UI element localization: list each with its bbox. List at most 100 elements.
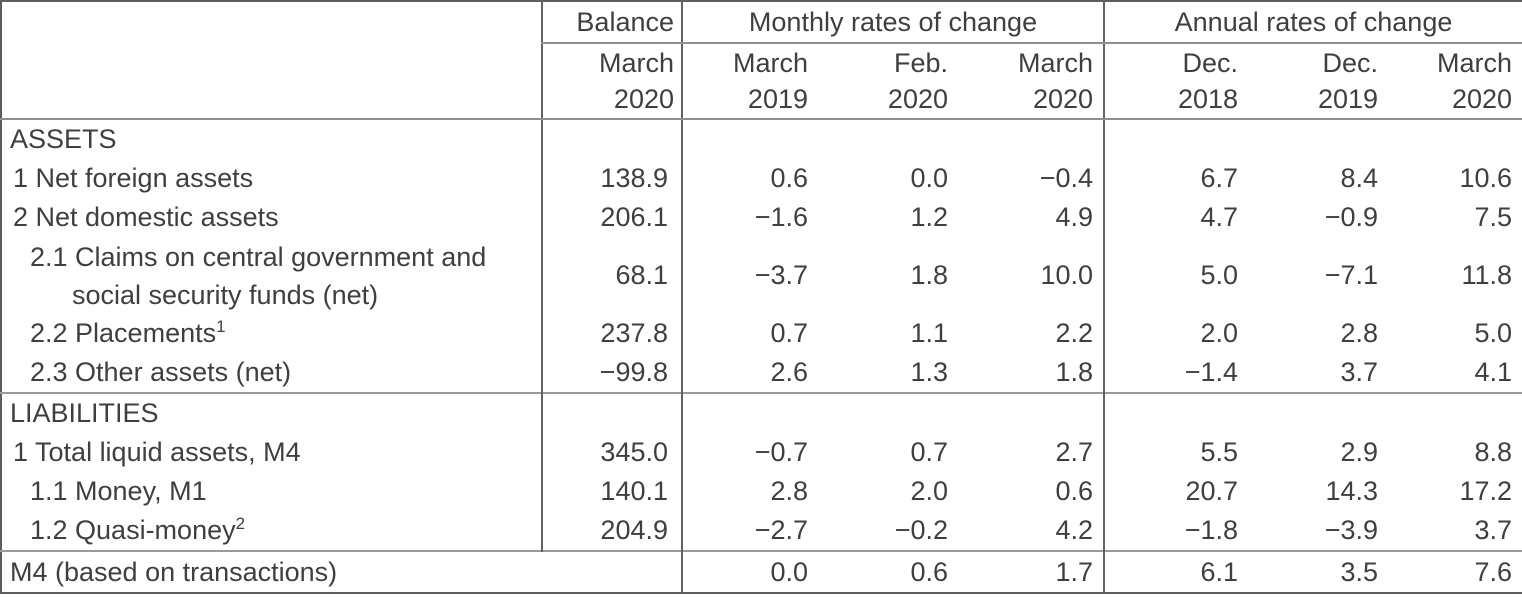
- table-row-other-assets: 2.3 Other assets (net) −99.8 2.6 1.3 1.8…: [1, 353, 1522, 393]
- annual-value: 5.5: [1103, 433, 1249, 472]
- footnote-marker: 1: [216, 317, 226, 336]
- empty-cell: [1248, 392, 1389, 433]
- monthly-value: 1.7: [958, 550, 1105, 593]
- monthly-value: 2.0: [910, 476, 948, 506]
- empty-cell: [818, 392, 958, 433]
- monthly-value: −0.7: [681, 433, 818, 472]
- monthly-value: 2.8: [681, 472, 818, 511]
- annual-value: −0.9: [1324, 202, 1379, 232]
- annual-value: 17.2: [1459, 476, 1513, 506]
- annual-value: −1.8: [1103, 511, 1249, 551]
- section-row-assets: ASSETS: [1, 119, 1522, 159]
- balance-value: 204.9: [541, 511, 682, 551]
- empty-cell: [541, 392, 682, 433]
- annual-value: 14.3: [1325, 476, 1379, 506]
- section-label: ASSETS: [10, 124, 117, 154]
- annual-value: 20.7: [1103, 472, 1249, 511]
- empty-cell: [1103, 119, 1249, 159]
- monthly-value: 0.0: [681, 550, 818, 593]
- monthly-value: 0.7: [910, 437, 948, 467]
- column-header-annual-dec-2018: Dec. 2018: [1103, 43, 1249, 120]
- row-label: 1.1 Money, M1: [30, 476, 207, 506]
- empty-cell: [541, 119, 682, 159]
- monthly-value: −0.4: [1039, 163, 1094, 193]
- monthly-value: 0.6: [1055, 476, 1094, 506]
- monthly-value: −1.6: [681, 198, 818, 237]
- annual-value: 6.1: [1103, 550, 1249, 593]
- column-header-balance-date: March 2020: [541, 43, 682, 120]
- empty-cell: [958, 392, 1105, 433]
- table-row-total-liquid-assets-m4: 1 Total liquid assets, M4 345.0 −0.7 0.7…: [1, 433, 1522, 472]
- column-header-annual-march-2020: March 2020: [1388, 43, 1522, 120]
- monthly-value: 2.7: [1055, 437, 1094, 467]
- row-label: 2.3 Other assets (net): [30, 357, 292, 387]
- table-row-m4-transactions: M4 (based on transactions) 0.0 0.6 1.7 6…: [1, 550, 1522, 593]
- column-header-monthly-march-2020: March 2020: [958, 43, 1105, 120]
- balance-value: 138.9: [541, 159, 682, 198]
- empty-cell: [1103, 392, 1249, 433]
- annual-value: 4.7: [1103, 198, 1249, 237]
- annual-value: 8.4: [1340, 163, 1379, 193]
- monthly-value: −3.7: [681, 237, 818, 314]
- table-row-net-foreign-assets: 1 Net foreign assets 138.9 0.6 0.0 −0.4 …: [1, 159, 1522, 198]
- section-label: LIABILITIES: [1, 392, 542, 433]
- monthly-value: 1.8: [1055, 357, 1094, 387]
- balance-value: 140.1: [541, 472, 682, 511]
- row-label: 1 Total liquid assets, M4: [13, 437, 301, 467]
- column-group-monthly-rates: Monthly rates of change: [680, 1, 1105, 44]
- column-group-annual-rates: Annual rates of change: [1103, 1, 1522, 44]
- corner-cell: [1, 1, 542, 120]
- column-header-monthly-feb-2020: Feb. 2020: [818, 43, 958, 120]
- balance-value: 68.1: [541, 237, 682, 314]
- monthly-value: −0.2: [894, 515, 948, 545]
- monthly-value: 0.7: [681, 314, 818, 353]
- empty-cell: [1248, 119, 1388, 159]
- row-label: 2.1 Claims on central government and soc…: [30, 241, 487, 310]
- empty-cell: [681, 392, 818, 433]
- annual-value: −1.4: [1103, 353, 1249, 393]
- balance-value: 206.1: [541, 198, 682, 237]
- monthly-value: 0.6: [818, 550, 958, 593]
- annual-value: 10.6: [1459, 163, 1513, 193]
- monthly-value: 0.6: [681, 159, 818, 198]
- table-row-quasi-money: 1.2 Quasi-money2 204.9 −2.7 −0.2 4.2 −1.…: [1, 511, 1522, 551]
- table-row-claims-on-central-government: 2.1 Claims on central government and soc…: [1, 237, 1522, 314]
- monthly-value: 1.2: [910, 202, 948, 232]
- annual-value: 2.9: [1340, 437, 1379, 467]
- footnote-marker: 2: [235, 514, 246, 533]
- monthly-value: 1.3: [910, 357, 948, 387]
- table-row-placements: 2.2 Placements1 237.8 0.7 1.1 2.2 2.0 2.…: [1, 314, 1522, 353]
- annual-value: 11.8: [1461, 260, 1513, 290]
- row-label: 1 Net foreign assets: [13, 163, 254, 193]
- monthly-value: 2.2: [1055, 318, 1094, 348]
- balance-value: 237.8: [541, 314, 682, 353]
- empty-cell: [1388, 392, 1522, 433]
- row-label: 2 Net domestic assets: [13, 202, 279, 232]
- monthly-value: −2.7: [681, 511, 818, 551]
- empty-cell: [958, 119, 1104, 159]
- column-header-balance: Balance: [541, 1, 682, 44]
- table-row-money-m1: 1.1 Money, M1 140.1 2.8 2.0 0.6 20.7 14.…: [1, 472, 1522, 511]
- annual-value: 5.0: [1474, 318, 1513, 348]
- monthly-value: 4.2: [1055, 515, 1094, 545]
- balance-value: −99.8: [541, 353, 682, 393]
- monthly-value: 1.8: [910, 260, 948, 290]
- annual-value: 4.1: [1474, 357, 1513, 387]
- monthly-value: 2.6: [681, 353, 818, 393]
- row-label: 2.2 Placements1: [30, 317, 226, 348]
- row-label: 1.2 Quasi-money2: [30, 514, 246, 545]
- annual-value: 3.7: [1340, 357, 1379, 387]
- annual-value: 5.0: [1103, 237, 1249, 314]
- empty-cell: [818, 119, 958, 159]
- empty-cell: [681, 119, 818, 159]
- annual-value: 7.6: [1388, 550, 1522, 593]
- balance-value: 345.0: [541, 433, 682, 472]
- annual-value: −3.9: [1324, 515, 1379, 545]
- monthly-value: 10.0: [1040, 260, 1094, 290]
- monthly-value: 0.0: [910, 163, 948, 193]
- table-row-net-domestic-assets: 2 Net domestic assets 206.1 −1.6 1.2 4.9…: [1, 198, 1522, 237]
- column-header-monthly-march-2019: March 2019: [681, 43, 818, 120]
- annual-value: 3.7: [1474, 515, 1513, 545]
